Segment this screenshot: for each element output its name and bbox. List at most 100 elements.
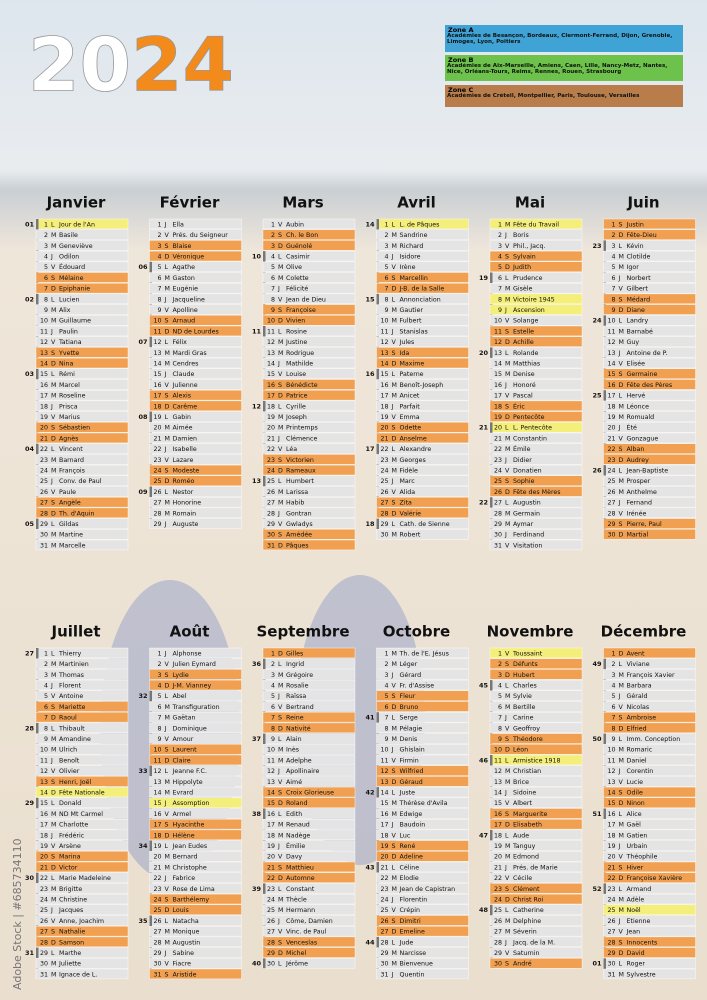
weekday: M (51, 736, 56, 743)
day-row (35, 829, 129, 841)
day-number: 29 (380, 950, 388, 957)
weekday: D (505, 339, 510, 346)
day-number: 28 (607, 510, 615, 517)
day-number: 22 (267, 446, 275, 453)
saint-name: Aimée (173, 424, 193, 432)
week-marker (263, 958, 266, 969)
day-row (376, 872, 469, 883)
weekday: M (392, 811, 397, 818)
day-row (603, 712, 696, 723)
saint-name: Emeline (400, 929, 425, 936)
day-number: 6 (157, 275, 161, 282)
weekday: M (165, 510, 170, 517)
saint-name: Prosper (627, 478, 651, 485)
day-row (35, 357, 129, 369)
day-row (376, 464, 469, 476)
saint-name: Roland (286, 800, 308, 807)
month-name: Janvier (46, 194, 106, 212)
day-row (603, 669, 696, 680)
saint-name: Bruno (400, 704, 419, 711)
weekday: L (505, 682, 509, 689)
saint-name: Anicet (400, 393, 420, 400)
day-row (35, 926, 129, 937)
saint-name: Adelphe (286, 757, 312, 764)
day-number: 1 (157, 221, 161, 228)
saint-name: Transfiguration (172, 704, 220, 711)
saint-name: Edmond (513, 854, 539, 861)
weekday: S (619, 446, 623, 453)
weekday: D (278, 950, 283, 957)
day-number: 19 (153, 414, 161, 421)
saint-name: Marina (59, 854, 81, 861)
weekday: V (392, 414, 397, 421)
saint-name: Séverin (513, 928, 537, 936)
day-number: 28 (494, 510, 502, 517)
day-number: 25 (380, 478, 388, 485)
day-row (262, 507, 356, 518)
day-row (489, 325, 583, 337)
day-row (262, 261, 356, 272)
week-number: 36 (252, 660, 262, 668)
day-number: 18 (380, 832, 388, 839)
day-number: 26 (607, 489, 615, 496)
weekday: M (51, 822, 56, 829)
day-row (376, 819, 469, 830)
day-row (149, 390, 242, 401)
day-row (603, 336, 696, 347)
day-row (262, 936, 356, 948)
saint-name: Odile (627, 789, 643, 796)
day-row (149, 744, 242, 755)
saint-name: Guillaume (59, 318, 91, 325)
weekday: L (278, 403, 282, 410)
day-row (376, 261, 469, 272)
title: 2024 (28, 23, 234, 109)
saint-name: Firmin (400, 757, 419, 764)
month-name: Février (160, 194, 220, 212)
day-number: 6 (498, 275, 502, 282)
saint-name: Germaine (627, 371, 658, 378)
day-row (262, 218, 356, 230)
day-row (376, 647, 469, 659)
day-row (149, 786, 242, 798)
weekday: J (164, 650, 167, 657)
saint-name: Jean de Dieu (285, 296, 326, 303)
weekday: M (278, 672, 283, 679)
saint-name: Humbert (286, 478, 314, 485)
weekday: S (51, 350, 55, 357)
day-number: 10 (380, 747, 388, 754)
day-number: 2 (611, 232, 615, 239)
saint-name: Etienne (627, 918, 651, 925)
day-row (35, 647, 129, 659)
weekday: M (278, 264, 283, 271)
saint-name: Juste (399, 789, 416, 796)
day-number: 5 (498, 264, 502, 271)
day-row (603, 754, 696, 766)
day-row (603, 218, 696, 230)
weekday: V (278, 371, 283, 378)
day-row (376, 958, 469, 969)
weekday: D (392, 929, 397, 936)
weekday: J (391, 747, 394, 754)
day-row (489, 819, 583, 830)
saint-name: Christian (513, 768, 541, 775)
weekday: L (392, 221, 396, 228)
day-row (489, 797, 583, 808)
weekday: L (51, 521, 55, 528)
saint-name: Ignace de L. (59, 971, 97, 978)
saint-name: Claude (173, 371, 195, 378)
saint-name: Daniel (627, 757, 647, 764)
weekday: M (619, 489, 624, 496)
saint-name: Christine (59, 896, 87, 903)
day-row (489, 357, 583, 369)
day-number: 31 (40, 542, 48, 549)
saint-name: René (400, 842, 416, 850)
weekday: S (278, 864, 282, 871)
day-number: 11 (153, 757, 161, 764)
weekday: M (392, 457, 397, 464)
weekday: S (165, 971, 169, 978)
day-row (376, 840, 469, 851)
saint-name: Gilbert (627, 286, 649, 293)
weekday: L (51, 650, 55, 657)
day-number: 8 (271, 725, 275, 732)
